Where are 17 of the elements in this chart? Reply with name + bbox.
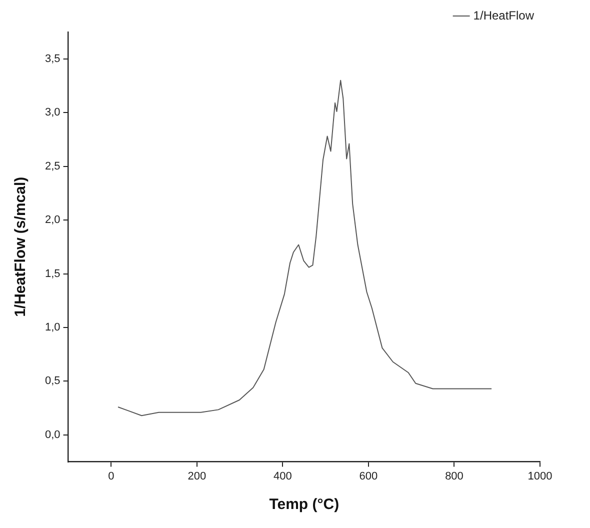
- y-tick-label: 3,0: [44, 106, 60, 119]
- y-axis-title: 1/HeatFlow (s/mcal): [12, 176, 30, 317]
- x-tick-label: 600: [359, 470, 378, 482]
- x-tick-label: 200: [188, 470, 206, 482]
- y-tick-label: 0,5: [44, 375, 60, 388]
- x-tick-label: 1000: [528, 470, 552, 482]
- y-tick-label: 2,0: [44, 214, 60, 226]
- y-tick-label: 2,5: [44, 160, 60, 172]
- y-tick-label: 1,0: [44, 322, 60, 334]
- legend-label: 1/HeatFlow: [473, 8, 534, 22]
- x-axis-title: Temp (°C): [269, 496, 340, 514]
- x-tick-label: 800: [445, 470, 464, 482]
- y-tick-label: 0,0: [44, 428, 60, 441]
- y-tick-label: 1,5: [44, 268, 60, 280]
- y-tick-label: 3,5: [44, 52, 60, 65]
- x-tick-label: 400: [274, 470, 292, 482]
- x-tick-label: 0: [108, 470, 114, 482]
